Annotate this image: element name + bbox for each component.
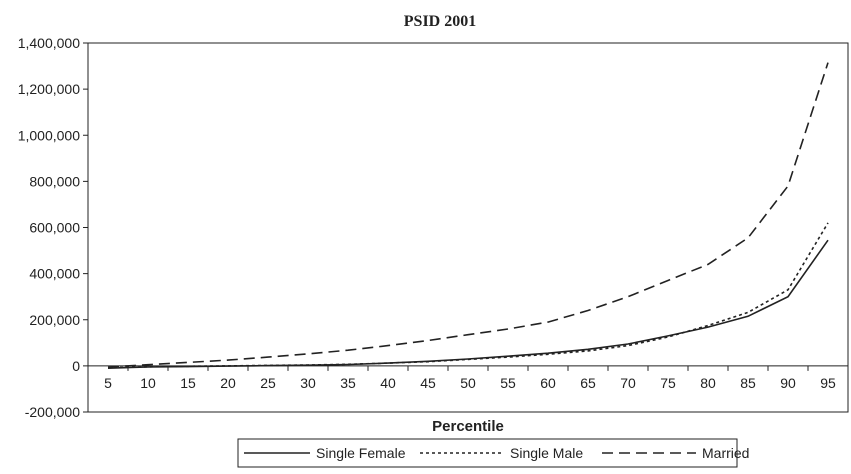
- x-tick-label: 30: [300, 375, 316, 391]
- series-line-single-male: [107, 222, 829, 369]
- x-tick-label: 5: [104, 375, 112, 391]
- x-tick-label: 90: [780, 375, 796, 391]
- x-tick-label: 45: [420, 375, 436, 391]
- x-axis-label: Percentile: [432, 418, 504, 435]
- y-tick-label: 600,000: [29, 220, 80, 236]
- y-tick-label: 1,200,000: [18, 81, 80, 97]
- x-tick-label: 85: [740, 375, 756, 391]
- x-tick-label: 65: [580, 375, 596, 391]
- y-tick-label: 0: [72, 358, 80, 374]
- y-tick-label: 200,000: [29, 312, 80, 328]
- x-tick-label: 40: [380, 375, 396, 391]
- y-tick-label: 1,400,000: [18, 35, 80, 51]
- x-axis: 5 10 15 20 25 30 35 40 45 50 55 60 65 70 75 80 85 90 95: [87, 365, 849, 391]
- x-tick-label: 10: [140, 375, 156, 391]
- y-tick-label: 800,000: [29, 173, 80, 189]
- x-tick-label: 95: [820, 375, 836, 391]
- series-line-single-female: [107, 239, 829, 369]
- x-tick-label: 55: [500, 375, 516, 391]
- y-tick-label: 400,000: [29, 266, 80, 282]
- legend: Single Female Single Male Married: [237, 438, 749, 468]
- y-tick-label: -200,000: [25, 404, 80, 420]
- legend-label: Single Female: [316, 445, 406, 461]
- series-lines: [107, 62, 829, 369]
- x-tick-label: 20: [220, 375, 236, 391]
- x-tick-label: 35: [340, 375, 356, 391]
- y-axis: -200,000 0 200,000 400,000 600,000 800,000 1,0…: [18, 35, 88, 420]
- x-tick-label: 70: [620, 375, 636, 391]
- x-tick-label: 60: [540, 375, 556, 391]
- plot-area: -200,000 0 200,000 400,000 600,000 800,000 1,0…: [18, 35, 849, 420]
- y-tick-label: 1,000,000: [18, 127, 80, 143]
- x-tick-label: 75: [660, 375, 676, 391]
- series-line-married: [107, 62, 829, 368]
- x-tick-label: 25: [260, 375, 276, 391]
- plot-frame: [87, 42, 849, 413]
- x-tick-label: 50: [460, 375, 476, 391]
- x-tick-label: 15: [180, 375, 196, 391]
- x-tick-label: 80: [700, 375, 716, 391]
- chart-title: PSID 2001: [404, 13, 476, 30]
- legend-label: Married: [702, 445, 749, 461]
- legend-label: Single Male: [510, 445, 583, 461]
